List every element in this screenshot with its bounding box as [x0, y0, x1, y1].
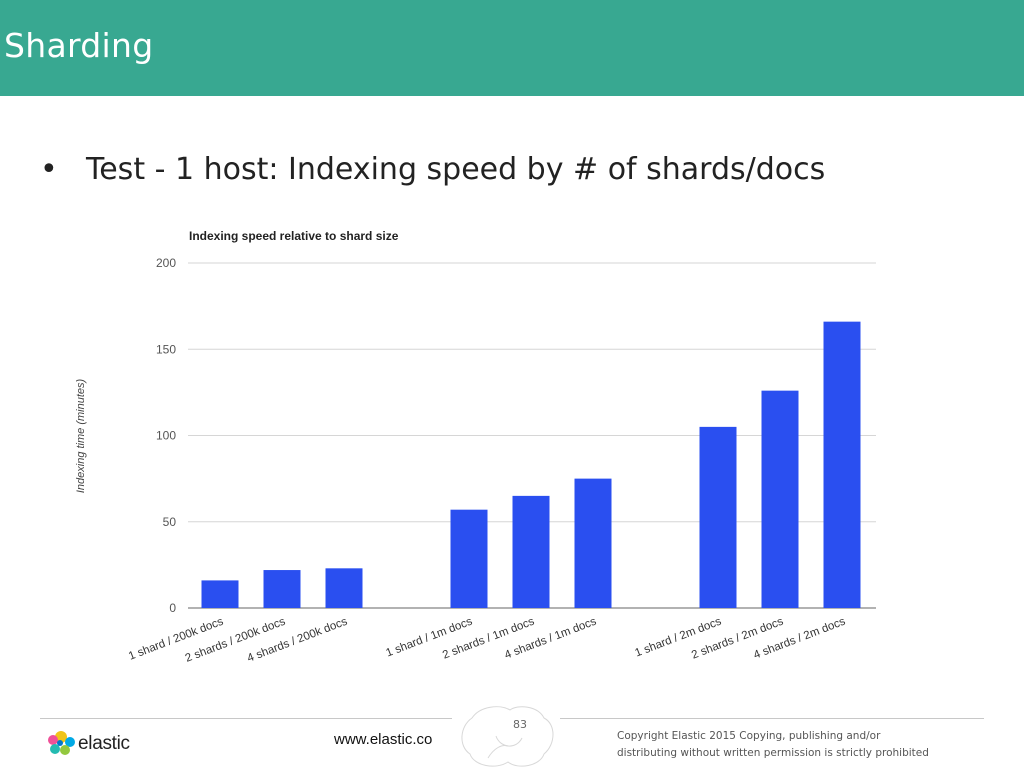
chart-title: Indexing speed relative to shard size	[189, 229, 399, 243]
slide-title: Sharding	[4, 26, 154, 65]
page-number: 83	[513, 718, 527, 731]
copyright-notice: Copyright Elastic 2015 Copying, publishi…	[617, 728, 977, 762]
bar	[823, 321, 861, 608]
chart-bars	[201, 321, 861, 608]
elastic-logo-icon	[48, 731, 75, 755]
indexing-speed-chart: Indexing speed relative to shard size In…	[75, 229, 876, 665]
footer-divider-left	[40, 718, 452, 719]
copyright-line-2: distributing without written permission …	[617, 747, 929, 759]
bullet-marker: •	[40, 152, 58, 187]
y-tick-label: 50	[163, 515, 177, 529]
footer-url[interactable]: www.elastic.co	[334, 731, 433, 748]
elastic-logo-text: elastic	[78, 733, 130, 754]
bar	[201, 580, 239, 608]
bar	[761, 390, 799, 608]
y-tick-label: 200	[156, 256, 176, 270]
bar	[512, 495, 550, 608]
y-tick-label: 150	[156, 342, 176, 356]
y-axis-ticks: 0 50 100 150 200	[156, 256, 176, 615]
bar	[574, 478, 612, 608]
bullet-point: • Test - 1 host: Indexing speed by # of …	[40, 152, 980, 196]
bar	[450, 509, 488, 608]
y-axis-title: Indexing time (minutes)	[75, 379, 87, 494]
footer-divider-right	[560, 718, 984, 719]
slide-header: Sharding	[0, 0, 1024, 96]
page-number-shape	[461, 706, 554, 767]
bar	[699, 426, 737, 608]
y-tick-label: 0	[169, 601, 176, 615]
bar	[263, 570, 301, 608]
bullet-text: Test - 1 host: Indexing speed by # of sh…	[86, 152, 826, 187]
copyright-line-1: Copyright Elastic 2015 Copying, publishi…	[617, 730, 881, 742]
bar	[325, 568, 363, 608]
y-tick-label: 100	[156, 429, 176, 443]
